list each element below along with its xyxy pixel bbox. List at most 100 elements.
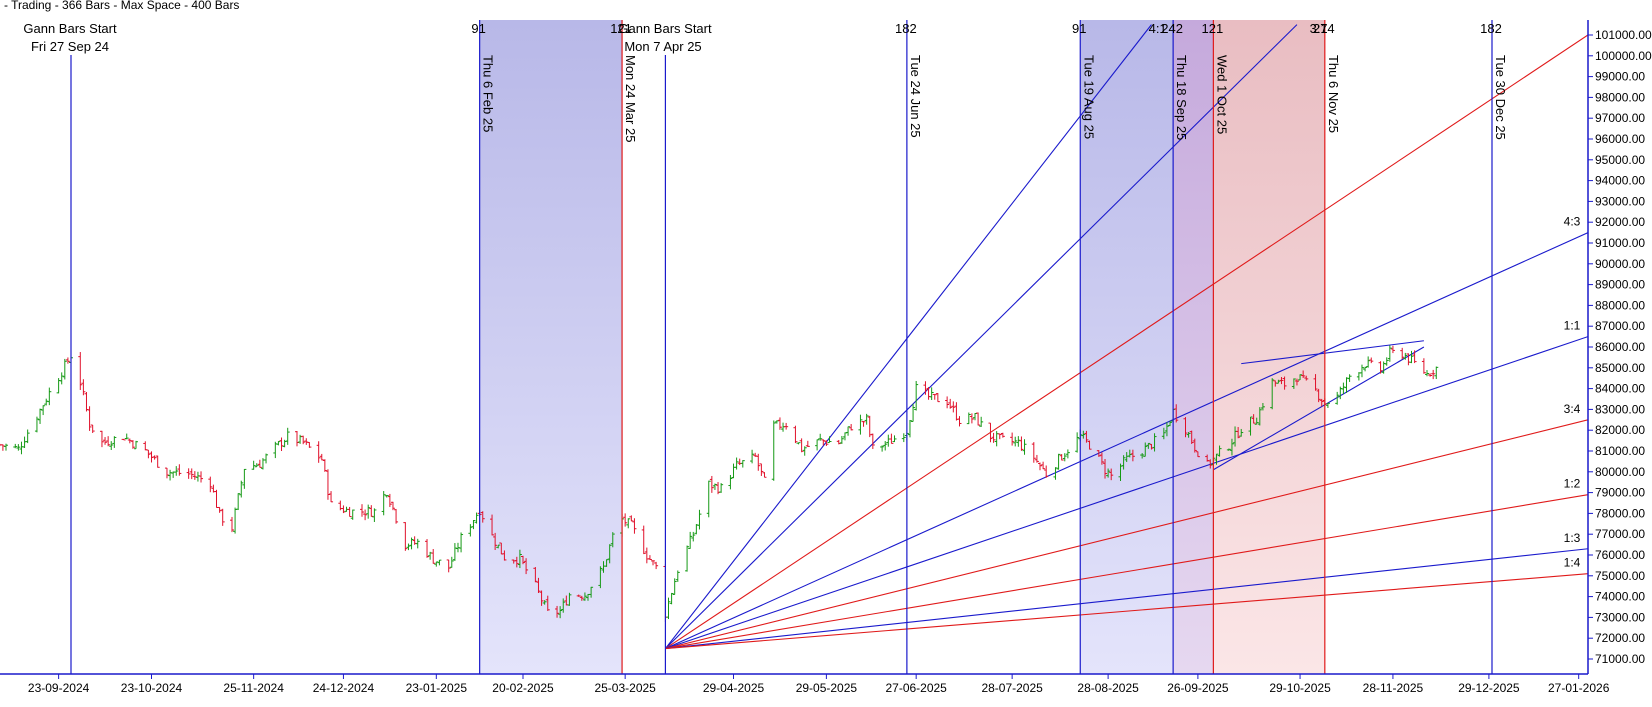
ohlc-bar — [784, 422, 789, 430]
ohlc-bar — [836, 439, 841, 445]
ohlc-bar — [976, 412, 981, 426]
ohlc-bar — [415, 538, 420, 549]
y-tick-label: 79000.00 — [1595, 486, 1645, 500]
ohlc-bar — [651, 560, 656, 566]
ohlc-bar — [347, 506, 352, 518]
cycle-count-label: 91 — [1072, 21, 1086, 36]
ohlc-bar — [199, 471, 204, 483]
ohlc-bar — [1056, 453, 1061, 470]
ohlc-bar — [533, 567, 538, 583]
ohlc-bar — [1208, 459, 1213, 469]
cycle-labels: 91 Thu 6 Feb 25 121 Mon 24 Mar 25 182 Tue 24 … — [471, 21, 1508, 142]
cycle-date-label: Tue 24 Jun 25 — [908, 55, 923, 138]
ohlc-bar — [449, 556, 454, 568]
ohlc-bar — [1254, 417, 1259, 425]
fan-ray-9 — [665, 573, 1588, 650]
ohlc-bar — [59, 372, 64, 385]
ohlc-bar — [1428, 373, 1433, 377]
ohlc-bar — [254, 463, 259, 468]
ohlc-bar — [929, 387, 934, 400]
ohlc-bar — [437, 559, 442, 566]
ohlc-bar — [796, 442, 801, 445]
fan-ray-8 — [665, 548, 1588, 650]
ohlc-bar — [1378, 361, 1383, 374]
ohlc-bar — [329, 491, 334, 503]
y-tick-label: 99000.00 — [1595, 70, 1645, 84]
ohlc-bar — [545, 595, 550, 611]
y-tick-label: 80000.00 — [1595, 465, 1645, 479]
shaded-zone-2 — [1080, 20, 1174, 674]
cycle-date-label: Thu 6 Feb 25 — [481, 55, 496, 132]
ohlc-bar — [1099, 452, 1104, 465]
ohlc-bar — [802, 446, 807, 456]
ohlc-bar — [1183, 417, 1188, 438]
ohlc-bar — [1291, 378, 1296, 389]
ohlc-bar — [1062, 453, 1067, 462]
ohlc-bar — [827, 436, 832, 443]
ohlc-bar — [152, 455, 157, 460]
ohlc-bar — [935, 393, 940, 403]
ohlc-bar — [87, 406, 92, 431]
ohlc-bar — [103, 437, 108, 445]
ohlc-bar — [1270, 378, 1275, 410]
ohlc-bar — [1335, 391, 1340, 405]
ohlc-bar — [1075, 432, 1080, 453]
ohlc-bar — [858, 414, 863, 435]
ohlc-bar — [1344, 377, 1349, 393]
y-tick-label: 76000.00 — [1595, 548, 1645, 562]
ohlc-bar — [56, 378, 61, 394]
ohlc-bar — [149, 451, 154, 463]
cycle-count-label: 242 — [1161, 21, 1183, 36]
ohlc-bar — [1103, 459, 1108, 479]
cycle-date-label: Tue 19 Aug 25 — [1081, 55, 1096, 139]
ohlc-bar — [0, 444, 5, 451]
ohlc-bar — [1096, 450, 1101, 457]
ohlc-bar — [1347, 374, 1352, 382]
y-tick-label: 75000.00 — [1595, 569, 1645, 583]
ohlc-bar — [1164, 422, 1169, 437]
ohlc-bar — [1381, 361, 1386, 374]
ohlc-bar — [381, 491, 386, 516]
ohlc-bar — [1294, 378, 1299, 386]
ohlc-bar — [1146, 442, 1151, 449]
ohlc-bar — [771, 420, 776, 481]
ohlc-bar — [177, 464, 182, 476]
ohlc-bar — [229, 516, 234, 533]
ohlc-bar — [251, 460, 256, 470]
ohlc-bar — [1251, 414, 1256, 424]
x-tick-label: 27-06-2025 — [885, 681, 947, 695]
ohlc-bar — [1174, 404, 1179, 423]
ohlc-bar — [25, 429, 30, 444]
ohlc-bar — [555, 605, 560, 618]
ohlc-bar — [1366, 356, 1371, 368]
ohlc-bar — [431, 549, 436, 564]
gann-start-label-1: Gann Bars Start — [23, 21, 117, 36]
ohlc-bar — [1065, 449, 1070, 459]
ohlc-bar — [214, 489, 219, 509]
fan-ratio-label: 4:3 — [1564, 215, 1581, 229]
ohlc-bar — [294, 431, 299, 447]
ohlc-bar — [709, 475, 714, 493]
y-tick-label: 84000.00 — [1595, 382, 1645, 396]
x-tick-label: 27-01-2026 — [1548, 681, 1610, 695]
ohlc-bar — [90, 424, 95, 434]
ohlc-bar — [1214, 453, 1219, 465]
ohlc-bar — [997, 433, 1002, 440]
ohlc-bar — [861, 421, 866, 427]
ohlc-bar — [945, 396, 950, 409]
ohlc-bar — [629, 515, 634, 522]
ohlc-bar — [1168, 420, 1173, 427]
ohlc-bar — [1359, 364, 1364, 378]
ohlc-bar — [880, 445, 885, 452]
fan-ratio-label: 1:1 — [1564, 319, 1581, 333]
ohlc-bar — [536, 577, 541, 593]
ohlc-bar — [1316, 388, 1321, 403]
y-tick-label: 85000.00 — [1595, 361, 1645, 375]
ohlc-bar — [403, 522, 408, 551]
ohlc-bar — [907, 419, 912, 438]
x-tick-label: 28-11-2025 — [1363, 681, 1424, 695]
ohlc-bar — [502, 550, 507, 561]
ohlc-bar — [1195, 451, 1200, 458]
ohlc-bar — [805, 440, 810, 448]
trend-line-1 — [1241, 340, 1424, 365]
